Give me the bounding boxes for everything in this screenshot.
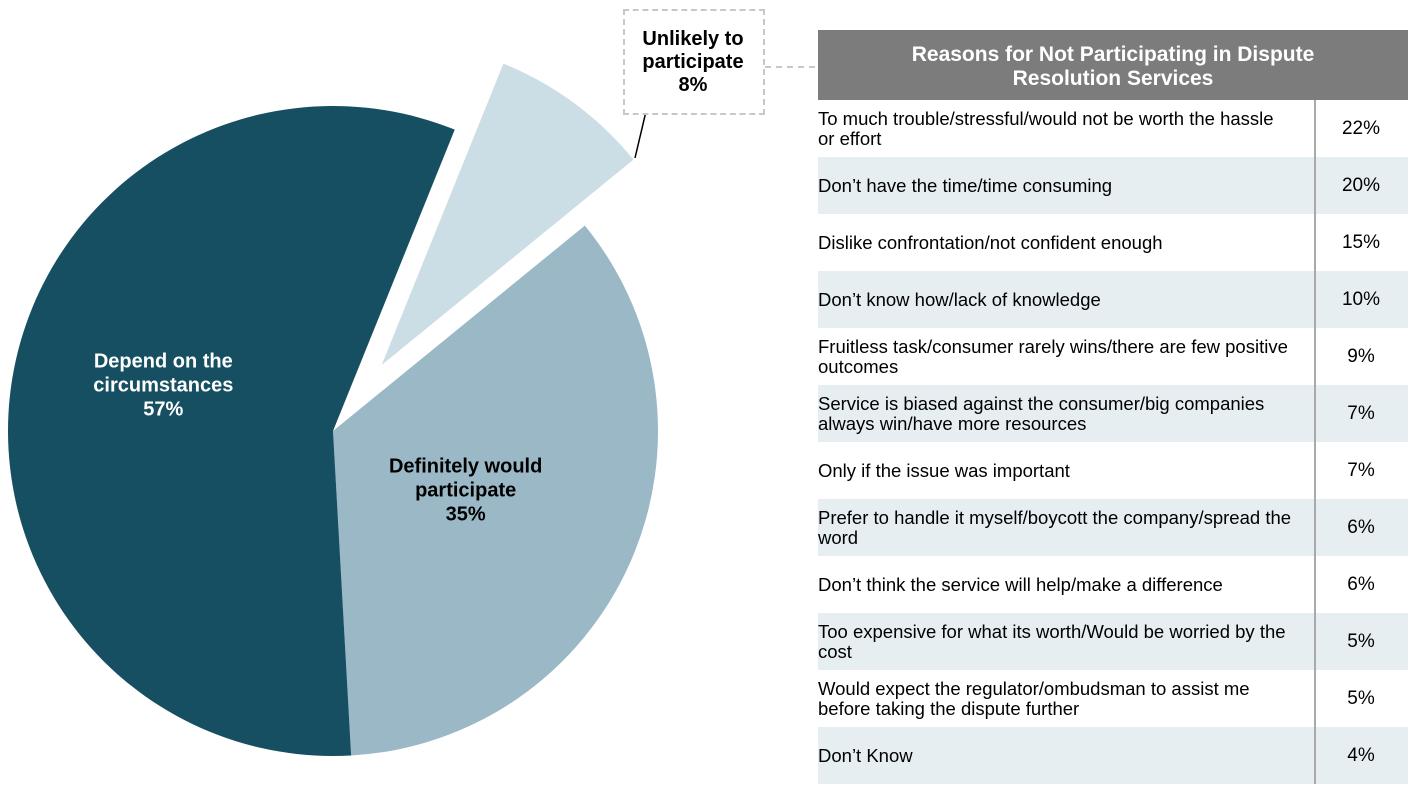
percent-cell: 5%	[1347, 687, 1375, 709]
pie-label-1-2: 35%	[446, 504, 486, 526]
table-row: Don’t think the service will help/make a…	[818, 556, 1408, 613]
percent-cell: 20%	[1341, 174, 1381, 196]
table-row: To much trouble/stressful/would not be w…	[818, 100, 1408, 157]
table-row: Don’t have the time/time consuming 20%	[818, 157, 1408, 214]
reason-cell: Don’t think the service will help/make a…	[818, 573, 1223, 595]
table-row: Don’t know how/lack of knowledge 10%	[818, 271, 1408, 328]
reason-cell: Prefer to handle it myself/boycott the c…	[818, 506, 1292, 548]
reason-cell: Don’t know how/lack of knowledge	[818, 288, 1101, 310]
percent-cell: 7%	[1347, 402, 1375, 424]
percent-cell: 7%	[1347, 459, 1375, 481]
percent-cell: 10%	[1341, 288, 1381, 310]
callout-label-line-2: participate	[642, 51, 744, 73]
reason-cell: Fruitless task/consumer rarely wins/ther…	[818, 335, 1288, 377]
table-row: Prefer to handle it myself/boycott the c…	[818, 499, 1408, 556]
pie-label-1-1: participate	[415, 480, 516, 502]
percent-cell: 6%	[1347, 516, 1375, 538]
percent-cell: 6%	[1347, 573, 1375, 595]
reason-cell: Would expect the regulator/ombudsman to …	[818, 677, 1250, 719]
percent-cell: 4%	[1347, 744, 1375, 766]
reason-cell: To much trouble/stressful/would not be w…	[818, 107, 1274, 149]
callout-label-unlikely: Unlikely to participate 8%	[600, 28, 786, 97]
callout-label-value: 8%	[678, 74, 708, 96]
table-row: Only if the issue was important 7%	[818, 442, 1408, 499]
pie-label-2-0: Depend on the	[94, 350, 233, 372]
pie-label-2-1: circumstances	[93, 374, 233, 396]
percent-cell: 22%	[1341, 117, 1381, 139]
table-row: Service is biased against the consumer/b…	[818, 385, 1408, 442]
table-title-line-1: Reasons for Not Participating in Dispute	[911, 43, 1315, 66]
callout-box	[623, 9, 765, 115]
percent-cell: 15%	[1341, 231, 1381, 253]
table-title-line-2: Resolution Services	[1012, 67, 1214, 90]
pie-label-2-2: 57%	[143, 398, 183, 420]
reason-cell: Don’t Know	[818, 744, 913, 766]
reason-cell: Service is biased against the consumer/b…	[818, 392, 1265, 434]
table-row: Fruitless task/consumer rarely wins/ther…	[818, 328, 1408, 385]
table-row: Too expensive for what its worth/Would b…	[818, 613, 1408, 670]
table-header: Reasons for Not Participating in Dispute…	[818, 30, 1408, 100]
reason-cell: Too expensive for what its worth/Would b…	[818, 620, 1286, 662]
reasons-table: Reasons for Not Participating in Dispute…	[818, 30, 1408, 784]
callout-connector	[765, 66, 820, 68]
pie-slice-2	[7, 105, 455, 756]
table-body: To much trouble/stressful/would not be w…	[818, 100, 1408, 784]
pie-label-1-0: Definitely would	[389, 456, 542, 478]
reason-cell: Only if the issue was important	[818, 459, 1070, 481]
table-row: Don’t Know 4%	[818, 727, 1408, 784]
callout-label-line-1: Unlikely to	[642, 28, 744, 50]
reason-cell: Don’t have the time/time consuming	[818, 174, 1113, 196]
pie-slice-0	[381, 63, 634, 365]
reason-cell: Dislike confrontation/not confident enou…	[818, 231, 1163, 253]
table-row: Would expect the regulator/ombudsman to …	[818, 670, 1408, 727]
percent-cell: 5%	[1347, 630, 1375, 652]
table-row: Dislike confrontation/not confident enou…	[818, 214, 1408, 271]
pie-slice-1	[333, 225, 658, 756]
percent-cell: 9%	[1347, 345, 1375, 367]
